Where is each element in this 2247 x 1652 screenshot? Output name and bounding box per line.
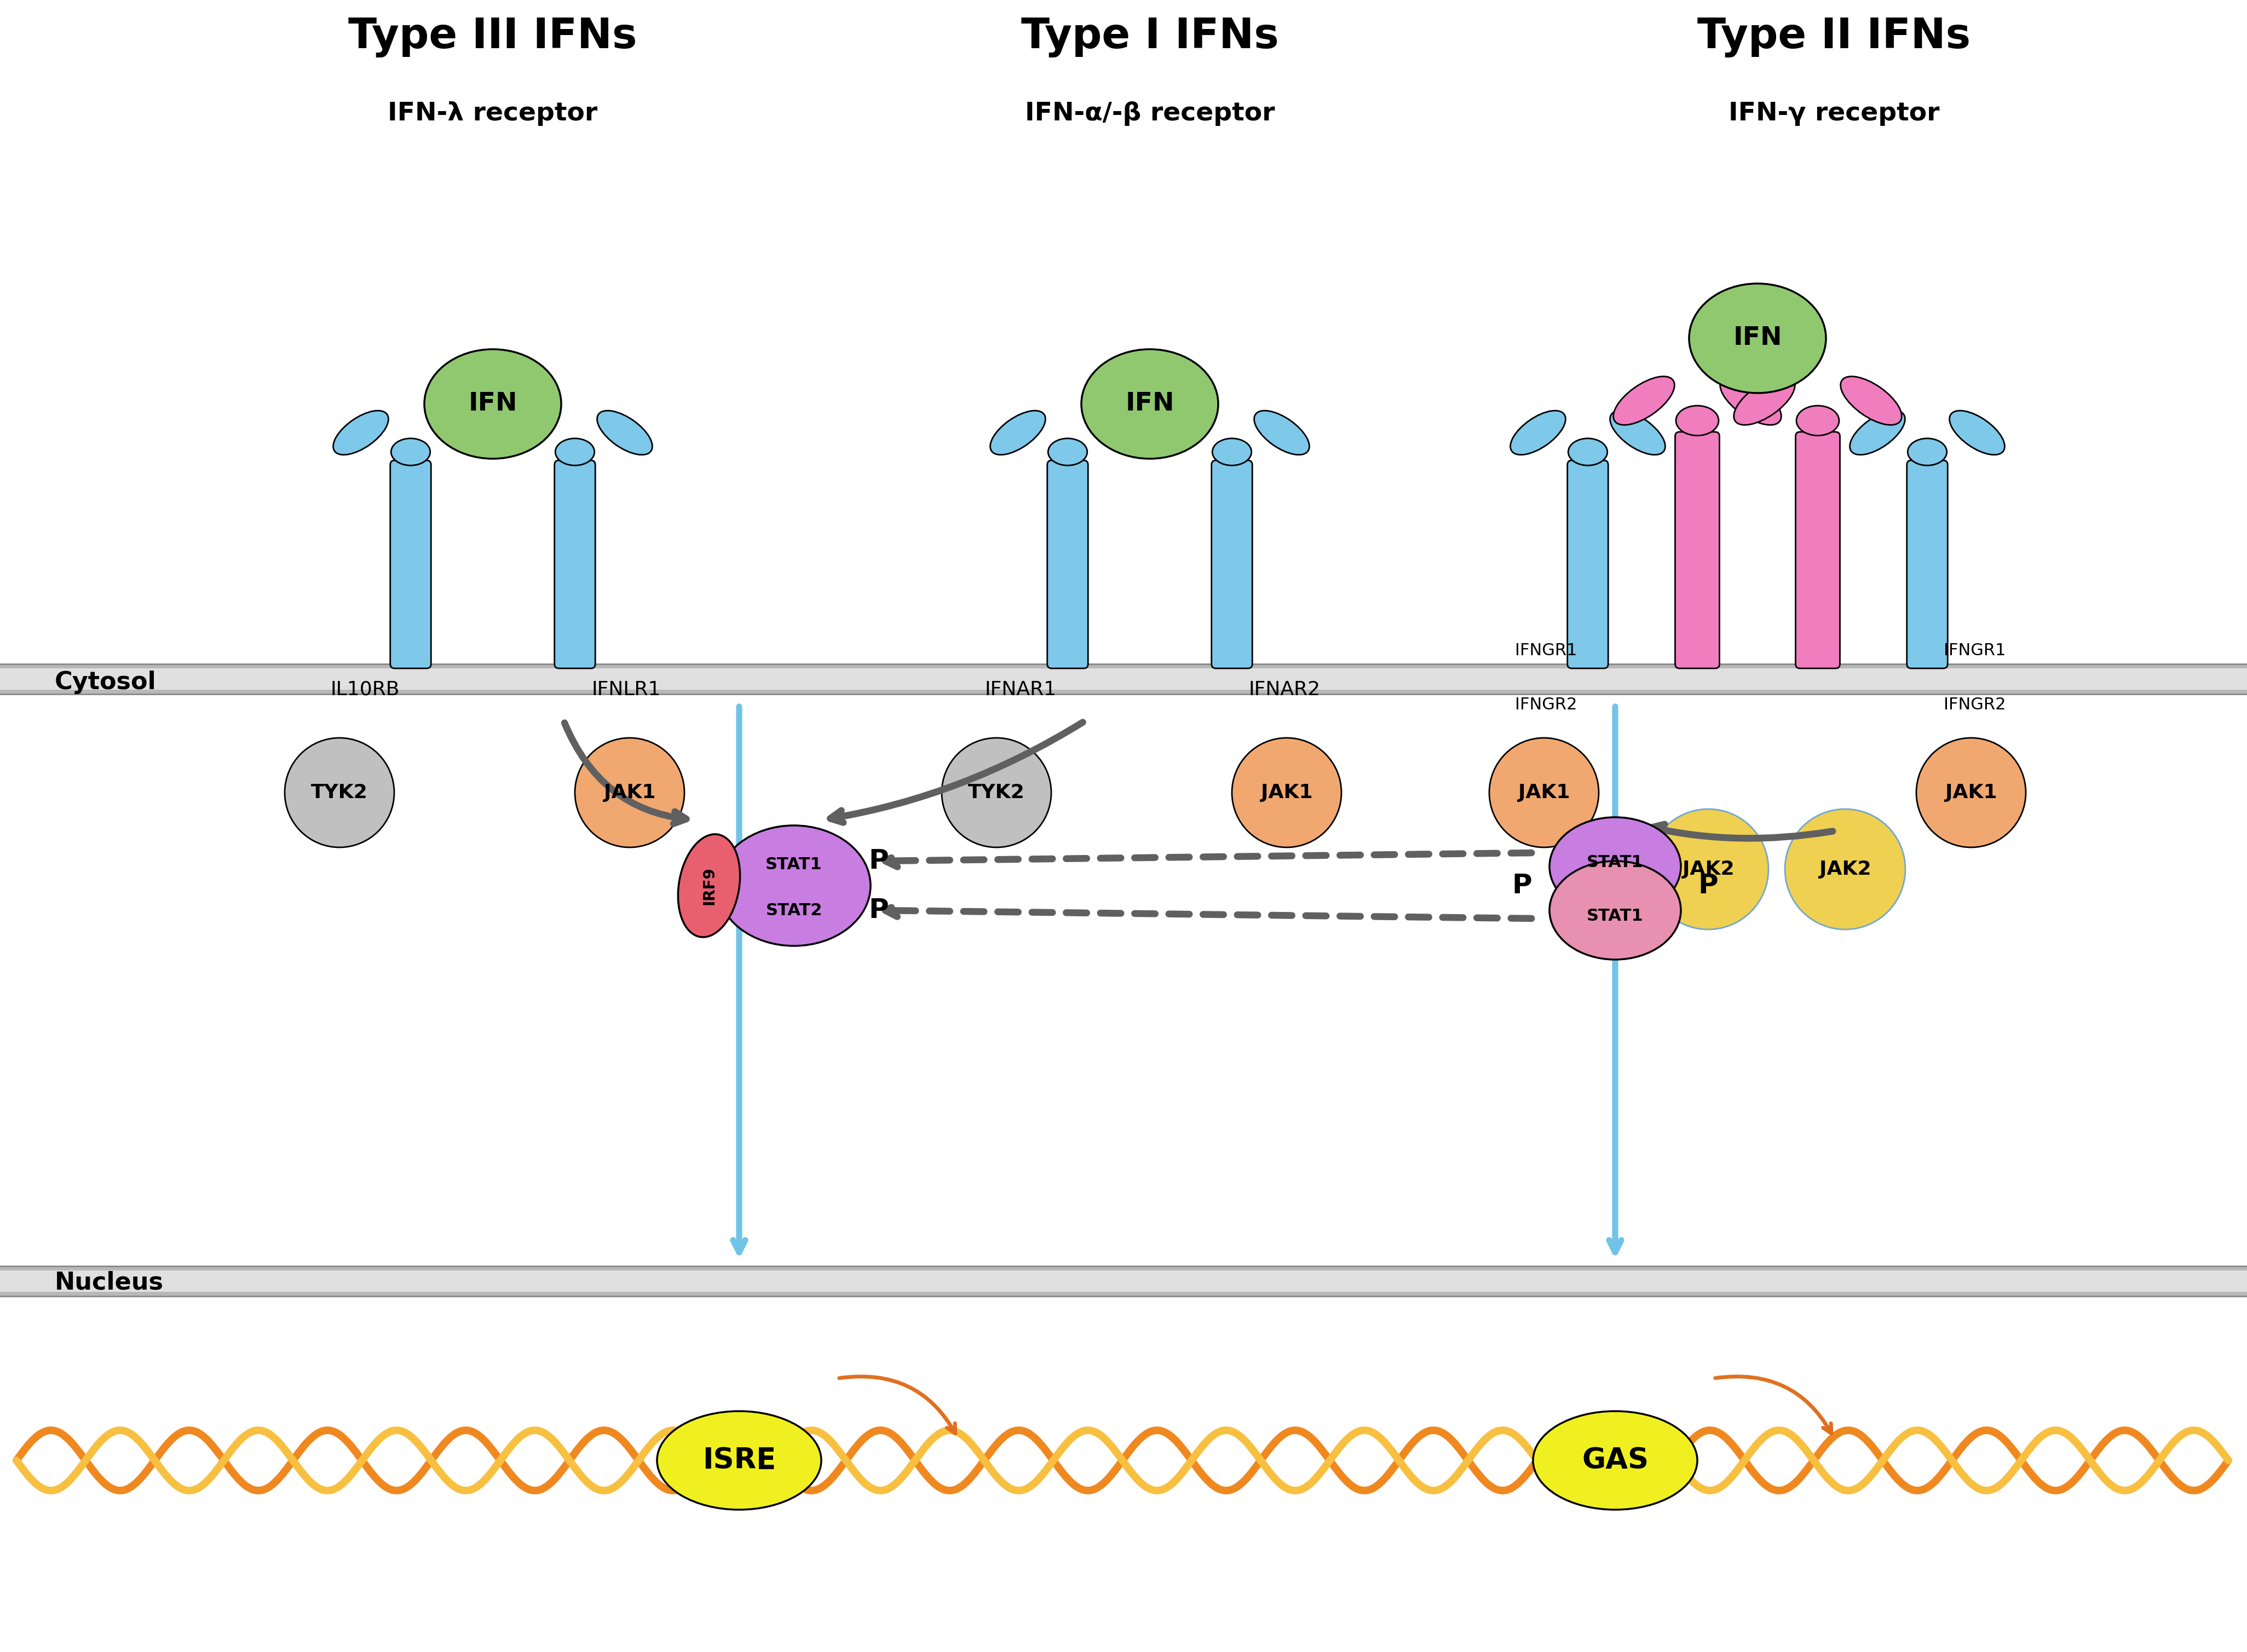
Text: JAK1: JAK1 — [1261, 783, 1312, 801]
Ellipse shape — [1090, 411, 1146, 454]
Text: STAT1: STAT1 — [1586, 909, 1643, 923]
Text: IFN: IFN — [1126, 392, 1175, 416]
FancyBboxPatch shape — [1211, 461, 1252, 669]
Ellipse shape — [391, 438, 429, 466]
Text: IFNGR1: IFNGR1 — [1514, 643, 1577, 659]
Text: JAK1: JAK1 — [1519, 783, 1571, 801]
Circle shape — [575, 738, 685, 847]
Ellipse shape — [1735, 377, 1795, 425]
Ellipse shape — [1676, 406, 1719, 436]
Text: JAK2: JAK2 — [1820, 861, 1872, 879]
Ellipse shape — [555, 438, 595, 466]
Ellipse shape — [1840, 377, 1901, 425]
Text: IFN: IFN — [1732, 325, 1782, 350]
Text: P: P — [870, 897, 890, 923]
Ellipse shape — [425, 349, 562, 459]
Text: IL10RB: IL10RB — [330, 681, 400, 699]
Ellipse shape — [1155, 411, 1209, 454]
FancyBboxPatch shape — [555, 461, 595, 669]
Ellipse shape — [1795, 406, 1838, 436]
Ellipse shape — [1213, 438, 1252, 466]
Text: JAK1: JAK1 — [1946, 783, 1998, 801]
Ellipse shape — [1550, 861, 1681, 960]
Text: IFNGR2: IFNGR2 — [1514, 697, 1577, 712]
Text: Type I IFNs: Type I IFNs — [1020, 17, 1279, 58]
Text: IFN-γ receptor: IFN-γ receptor — [1728, 101, 1939, 126]
Ellipse shape — [717, 826, 870, 947]
Bar — [0, 1270, 2247, 1292]
Text: TYK2: TYK2 — [968, 783, 1025, 801]
Circle shape — [285, 738, 393, 847]
Ellipse shape — [434, 411, 488, 454]
Circle shape — [1917, 738, 2027, 847]
Text: STAT1: STAT1 — [766, 857, 822, 872]
Text: P: P — [1512, 872, 1532, 899]
Ellipse shape — [1613, 377, 1674, 425]
Ellipse shape — [1550, 818, 1681, 915]
Circle shape — [1647, 809, 1768, 930]
Text: IFNGR2: IFNGR2 — [1944, 697, 2007, 712]
FancyBboxPatch shape — [1047, 461, 1088, 669]
Text: GAS: GAS — [1582, 1446, 1649, 1475]
Text: IFN-λ receptor: IFN-λ receptor — [389, 101, 598, 126]
Ellipse shape — [991, 411, 1045, 454]
Circle shape — [1490, 738, 1600, 847]
Text: IFNAR1: IFNAR1 — [984, 681, 1056, 699]
Ellipse shape — [1047, 438, 1088, 466]
Text: STAT2: STAT2 — [766, 902, 822, 919]
Ellipse shape — [1568, 438, 1607, 466]
Bar — [0, 1265, 2247, 1297]
Text: IFN: IFN — [467, 392, 517, 416]
FancyBboxPatch shape — [1908, 461, 1948, 669]
Ellipse shape — [656, 1411, 820, 1510]
FancyBboxPatch shape — [391, 461, 431, 669]
Bar — [0, 664, 2247, 694]
Text: Type III IFNs: Type III IFNs — [348, 17, 638, 58]
Circle shape — [1231, 738, 1341, 847]
Ellipse shape — [1950, 411, 2004, 454]
Ellipse shape — [1510, 411, 1566, 454]
Ellipse shape — [1611, 411, 1665, 454]
Ellipse shape — [1908, 438, 1946, 466]
Text: IFNGR1: IFNGR1 — [1944, 643, 2007, 659]
Circle shape — [941, 738, 1052, 847]
Text: ISRE: ISRE — [703, 1446, 775, 1475]
Text: IRF9: IRF9 — [701, 867, 717, 905]
Ellipse shape — [598, 411, 652, 454]
Ellipse shape — [679, 834, 739, 937]
Text: P: P — [1699, 872, 1719, 899]
Ellipse shape — [333, 411, 389, 454]
Ellipse shape — [1081, 349, 1218, 459]
Bar — [0, 669, 2247, 689]
FancyBboxPatch shape — [1795, 431, 1840, 669]
Text: P: P — [870, 847, 890, 874]
Text: JAK2: JAK2 — [1683, 861, 1735, 879]
Circle shape — [1784, 809, 1905, 930]
Ellipse shape — [1254, 411, 1310, 454]
Text: Nucleus: Nucleus — [54, 1270, 164, 1295]
Ellipse shape — [1721, 377, 1782, 425]
Text: Cytosol: Cytosol — [54, 671, 157, 694]
Text: JAK1: JAK1 — [604, 783, 656, 801]
FancyBboxPatch shape — [1568, 461, 1609, 669]
Text: IFNLR1: IFNLR1 — [591, 681, 661, 699]
Text: IFNAR2: IFNAR2 — [1249, 681, 1321, 699]
Text: STAT1: STAT1 — [1586, 854, 1643, 871]
FancyBboxPatch shape — [1674, 431, 1719, 669]
Ellipse shape — [1532, 1411, 1696, 1510]
Ellipse shape — [1849, 411, 1905, 454]
Ellipse shape — [497, 411, 553, 454]
Text: IFN-α/-β receptor: IFN-α/-β receptor — [1025, 101, 1274, 126]
Text: TYK2: TYK2 — [310, 783, 369, 801]
Text: Type II IFNs: Type II IFNs — [1696, 17, 1971, 58]
Ellipse shape — [1690, 284, 1827, 393]
